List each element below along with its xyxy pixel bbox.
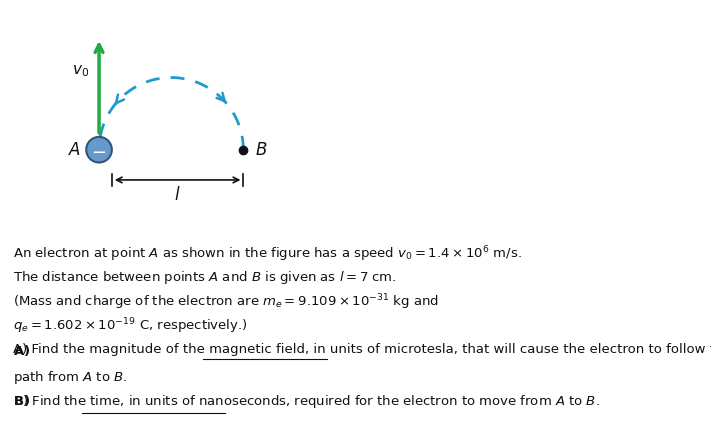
Text: $l$: $l$: [174, 185, 181, 204]
Text: The distance between points $\mathit{A}$ and $\mathit{B}$ is given as $l = 7$ cm: The distance between points $\mathit{A}$…: [14, 268, 397, 285]
Text: $B$: $B$: [255, 140, 267, 158]
Text: A) Find the magnitude of the magnetic field, in units of microtesla, that will c: A) Find the magnitude of the magnetic fi…: [14, 342, 711, 355]
Text: $v_0$: $v_0$: [72, 63, 89, 79]
Circle shape: [86, 138, 112, 163]
Text: $-$: $-$: [92, 141, 107, 159]
Text: path from $\mathit{A}$ to $\mathit{B}$.: path from $\mathit{A}$ to $\mathit{B}$.: [14, 368, 127, 386]
Text: An electron at point $\mathit{A}$ as shown in the figure has a speed $v_0 = 1.4 : An electron at point $\mathit{A}$ as sho…: [14, 244, 522, 264]
Text: $A$: $A$: [68, 140, 81, 158]
Text: B) Find the time, in units of nanoseconds, required for the electron to move fro: B) Find the time, in units of nanosecond…: [14, 392, 600, 409]
Text: $\mathbf{B)}$: $\mathbf{B)}$: [14, 392, 31, 407]
Text: (Mass and charge of the electron are $m_e = 9.109 \times 10^{-31}$ kg and: (Mass and charge of the electron are $m_…: [14, 292, 439, 311]
Text: $q_e = 1.602 \times 10^{-19}$ C, respectively.): $q_e = 1.602 \times 10^{-19}$ C, respect…: [14, 316, 248, 336]
Text: $\mathbf{A)}$: $\mathbf{A)}$: [14, 342, 31, 357]
